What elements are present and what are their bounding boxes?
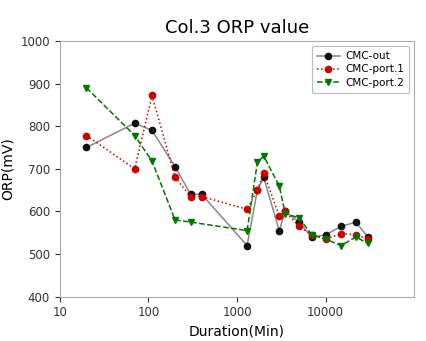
CMC-port.1 xyxy=(365,237,370,241)
Title: Col.3 ORP value: Col.3 ORP value xyxy=(164,19,308,36)
CMC-port.2 xyxy=(149,159,154,163)
CMC-port.1 xyxy=(254,188,259,192)
Line: CMC-port.2: CMC-port.2 xyxy=(83,85,370,249)
CMC-out xyxy=(308,235,314,239)
CMC-port.2 xyxy=(172,218,177,222)
CMC-out xyxy=(83,145,89,149)
CMC-port.1 xyxy=(322,237,328,241)
CMC-port.1 xyxy=(83,134,89,138)
CMC-port.1 xyxy=(132,167,137,171)
CMC-port.1 xyxy=(308,233,314,237)
CMC-out xyxy=(132,121,137,125)
CMC-out xyxy=(296,220,301,224)
CMC-out xyxy=(172,165,177,169)
X-axis label: Duration(Min): Duration(Min) xyxy=(189,325,284,339)
CMC-out xyxy=(188,192,193,196)
CMC-port.2 xyxy=(188,220,193,224)
CMC-port.1 xyxy=(244,207,249,211)
CMC-port.1 xyxy=(172,175,177,179)
CMC-port.1 xyxy=(353,233,358,237)
CMC-port.2 xyxy=(322,237,328,241)
Line: CMC-out: CMC-out xyxy=(83,120,370,249)
CMC-port.2 xyxy=(276,184,281,188)
CMC-port.2 xyxy=(353,235,358,239)
CMC-out xyxy=(199,192,204,196)
CMC-port.2 xyxy=(83,86,89,90)
CMC-port.1 xyxy=(188,194,193,198)
CMC-out xyxy=(260,175,265,179)
Line: CMC-port.1: CMC-port.1 xyxy=(83,92,370,242)
CMC-port.1 xyxy=(282,209,287,213)
CMC-out xyxy=(353,220,358,224)
CMC-port.2 xyxy=(282,211,287,216)
CMC-port.2 xyxy=(254,160,259,164)
Y-axis label: ORP(mV): ORP(mV) xyxy=(1,137,15,200)
Legend: CMC-out, CMC-port.1, CMC-port.2: CMC-out, CMC-port.1, CMC-port.2 xyxy=(311,46,408,93)
CMC-out xyxy=(254,188,259,192)
CMC-port.2 xyxy=(338,243,343,248)
CMC-out xyxy=(365,235,370,239)
CMC-out xyxy=(282,209,287,213)
CMC-port.2 xyxy=(244,228,249,233)
CMC-port.1 xyxy=(276,213,281,218)
CMC-out xyxy=(322,233,328,237)
CMC-out xyxy=(149,129,154,133)
CMC-port.2 xyxy=(260,154,265,158)
CMC-port.2 xyxy=(308,233,314,237)
CMC-port.2 xyxy=(296,216,301,220)
CMC-port.2 xyxy=(132,134,137,138)
CMC-port.1 xyxy=(296,224,301,228)
CMC-out xyxy=(338,224,343,228)
CMC-out xyxy=(244,243,249,248)
CMC-port.1 xyxy=(199,194,204,198)
CMC-port.2 xyxy=(365,241,370,246)
CMC-port.1 xyxy=(260,171,265,175)
CMC-port.1 xyxy=(149,93,154,98)
CMC-out xyxy=(276,228,281,233)
CMC-port.1 xyxy=(338,232,343,236)
